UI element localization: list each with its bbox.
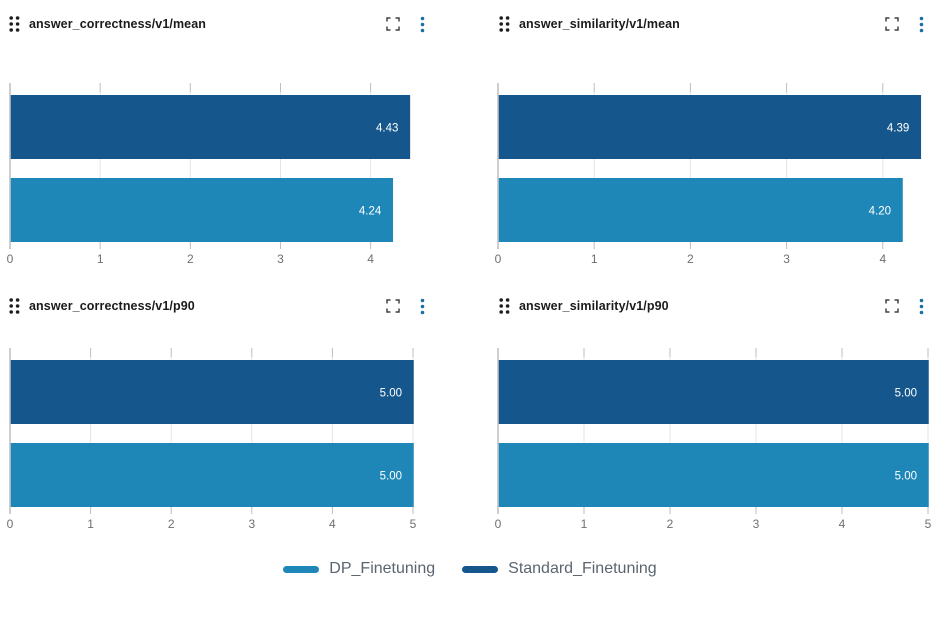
bar-chart-answer-similarity-p90: 0 1 2 3 4 5 5.00 5.00: [495, 348, 932, 531]
legend-swatch-standard-finetuning: [462, 565, 499, 573]
x-axis-tick-label: 2: [667, 517, 674, 531]
bar-value-label: 4.24: [359, 206, 382, 218]
bar-standard_finetuning: [10, 360, 414, 424]
legend-swatch-dp-finetuning: [283, 565, 320, 573]
bar-value-label: 4.39: [887, 123, 909, 135]
legend-label: DP_Finetuning: [329, 560, 436, 577]
panel-title: answer_similarity/v1/p90: [519, 299, 669, 313]
x-axis-tick-label: 3: [277, 252, 284, 266]
chart-legend: DP_Finetuning Standard_Finetuning: [0, 560, 940, 578]
drag-handle-icon[interactable]: [498, 15, 511, 33]
x-axis-tick-label: 0: [495, 517, 502, 531]
panel-answer-correctness-p90: answer_correctness/v1/p90 0 1 2 3 4 5 5.00 5.00: [0, 282, 455, 537]
expand-panel-button[interactable]: [386, 17, 400, 31]
bar-dp_finetuning: [498, 178, 903, 242]
bar-standard_finetuning: [498, 95, 922, 159]
panel-actions: [386, 298, 425, 315]
x-axis-tick-label: 2: [687, 252, 694, 266]
kebab-menu-icon[interactable]: [420, 16, 425, 33]
legend-item-dp-finetuning[interactable]: DP_Finetuning: [283, 560, 435, 578]
panel-title: answer_correctness/v1/p90: [29, 299, 195, 313]
panel-actions: [885, 16, 924, 33]
x-axis-tick-label: 3: [753, 517, 760, 531]
bar-value-label: 4.43: [376, 123, 398, 135]
panel-header: answer_correctness/v1/mean: [0, 0, 455, 36]
bar-value-label: 4.20: [869, 206, 891, 218]
bar-dp_finetuning: [10, 443, 414, 507]
bar-value-label: 5.00: [380, 388, 402, 400]
drag-handle-icon[interactable]: [498, 297, 511, 315]
legend-item-standard-finetuning[interactable]: Standard_Finetuning: [462, 560, 657, 578]
x-axis-tick-label: 0: [7, 517, 14, 531]
bar-dp_finetuning: [10, 178, 394, 242]
kebab-menu-icon[interactable]: [420, 298, 425, 315]
x-axis-tick-label: 1: [591, 252, 598, 266]
panel-actions: [386, 16, 425, 33]
panel-answer-similarity-p90: answer_similarity/v1/p90 0 1 2 3 4 5 5.00 5.00: [478, 282, 940, 537]
x-axis-tick-label: 1: [581, 517, 588, 531]
x-axis-tick-label: 4: [329, 517, 336, 531]
expand-panel-button[interactable]: [885, 17, 899, 31]
bar-chart-answer-correctness-mean: 0 1 2 3 4 4.43 4.24: [7, 83, 411, 266]
bar-chart-answer-similarity-mean: 0 1 2 3 4 4.39 4.20: [495, 83, 922, 266]
x-axis-tick-label: 5: [925, 517, 932, 531]
x-axis-tick-label: 2: [168, 517, 175, 531]
drag-handle-icon[interactable]: [8, 297, 21, 315]
bar-value-label: 5.00: [895, 471, 917, 483]
kebab-menu-icon[interactable]: [919, 298, 924, 315]
panel-header: answer_similarity/v1/mean: [478, 0, 940, 36]
panel-answer-similarity-mean: answer_similarity/v1/mean 0 1 2 3 4 4.39 4.20: [478, 0, 940, 272]
x-axis-tick-label: 2: [187, 252, 194, 266]
panel-header: answer_correctness/v1/p90: [0, 282, 455, 318]
x-axis-tick-label: 0: [495, 252, 502, 266]
x-axis-tick-label: 4: [879, 252, 886, 266]
panel-actions: [885, 298, 924, 315]
bar-standard_finetuning: [10, 95, 411, 159]
expand-panel-button[interactable]: [386, 299, 400, 313]
bar-dp_finetuning: [498, 443, 929, 507]
x-axis-tick-label: 3: [248, 517, 255, 531]
x-axis-tick-label: 1: [97, 252, 104, 266]
bar-value-label: 5.00: [380, 471, 402, 483]
x-axis-tick-label: 0: [7, 252, 14, 266]
x-axis-tick-label: 4: [367, 252, 374, 266]
x-axis-tick-label: 5: [410, 517, 417, 531]
drag-handle-icon[interactable]: [8, 15, 21, 33]
legend-label: Standard_Finetuning: [508, 560, 657, 577]
expand-panel-button[interactable]: [885, 299, 899, 313]
bar-value-label: 5.00: [895, 388, 917, 400]
x-axis-tick-label: 3: [783, 252, 790, 266]
kebab-menu-icon[interactable]: [919, 16, 924, 33]
bar-standard_finetuning: [498, 360, 929, 424]
panel-title: answer_correctness/v1/mean: [29, 17, 207, 31]
x-axis-tick-label: 4: [839, 517, 846, 531]
panel-header: answer_similarity/v1/p90: [478, 282, 940, 318]
x-axis-tick-label: 1: [87, 517, 94, 531]
panel-title: answer_similarity/v1/mean: [519, 17, 680, 31]
panel-answer-correctness-mean: answer_correctness/v1/mean 0 1 2 3 4 4.43 4.24: [0, 0, 455, 272]
bar-chart-answer-correctness-p90: 0 1 2 3 4 5 5.00 5.00: [7, 348, 417, 531]
